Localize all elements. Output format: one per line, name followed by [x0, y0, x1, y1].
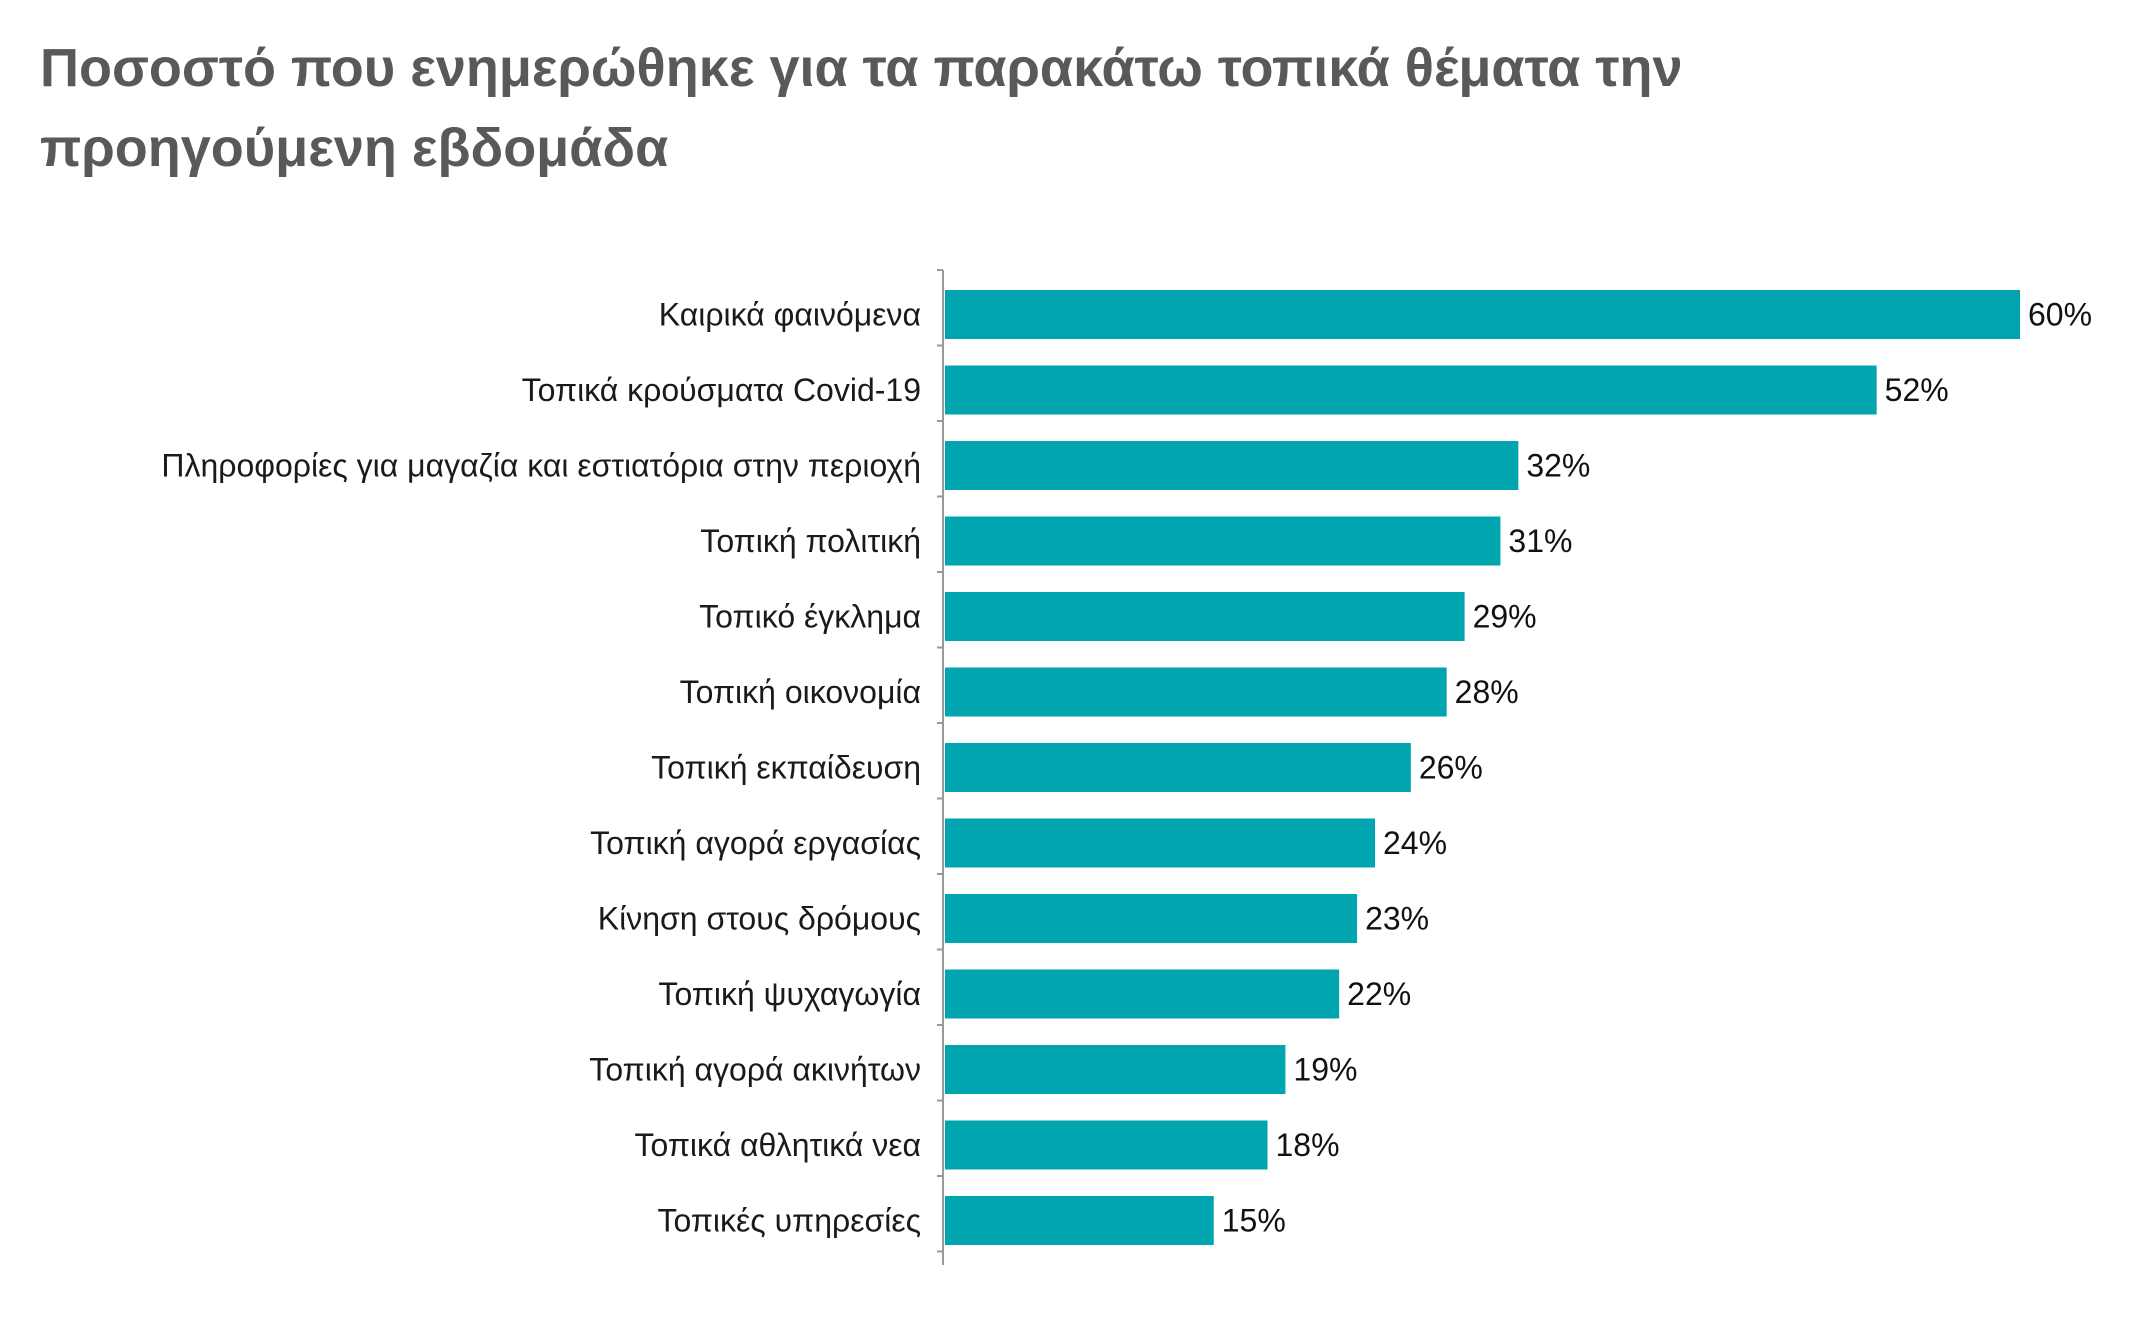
bar-12	[945, 1120, 1268, 1170]
value-label: 24%	[1383, 825, 1447, 861]
value-label: 26%	[1419, 750, 1483, 786]
value-labels-group: 60% 52% 32% 31% 29% 28% 26% 24% 23% 22% 19% 18% 15%	[1222, 297, 2092, 1239]
value-label: 60%	[2028, 297, 2092, 333]
bars-group	[945, 290, 2020, 1245]
bar-11	[945, 1045, 1286, 1094]
value-label: 19%	[1293, 1052, 1357, 1088]
category-label: Τοπικά αθλητικά νεα	[634, 1127, 921, 1163]
bar-7	[945, 743, 1411, 792]
category-label: Κίνηση στους δρόμους	[598, 901, 921, 937]
chart-title: Ποσοστό που ενημερώθηκε για τα παρακάτω …	[40, 38, 1683, 178]
value-label: 29%	[1473, 599, 1537, 635]
category-labels-group: Καιρικά φαινόμενα Τοπικά κρούσματα Covid-…	[161, 297, 921, 1239]
bar-1	[945, 290, 2020, 339]
bar-2	[945, 365, 1877, 415]
value-label: 32%	[1526, 448, 1590, 484]
category-label: Τοπική ψυχαγωγία	[658, 976, 921, 1012]
category-label: Τοπικές υπηρεσίες	[657, 1203, 921, 1239]
category-label: Τοπική αγορά εργασίας	[590, 825, 921, 861]
value-label: 23%	[1365, 901, 1429, 937]
category-label: Τοπικό έγκλημα	[699, 599, 921, 635]
y-axis-group	[937, 269, 944, 1265]
bar-10	[945, 969, 1340, 1019]
bar-9	[945, 894, 1358, 943]
bar-13	[945, 1196, 1214, 1245]
value-label: 15%	[1222, 1203, 1286, 1239]
category-label: Τοπικά κρούσματα Covid-19	[522, 372, 921, 408]
bar-8	[945, 818, 1375, 868]
bar-5	[945, 592, 1465, 641]
value-label: 31%	[1508, 523, 1572, 559]
value-label: 52%	[1885, 372, 1949, 408]
category-label: Τοπική πολιτική	[700, 523, 921, 559]
bar-3	[945, 441, 1519, 490]
value-label: 28%	[1455, 674, 1519, 710]
category-label: Τοπική αγορά ακινήτων	[589, 1052, 921, 1088]
category-label: Τοπική εκπαίδευση	[651, 750, 921, 786]
bar-4	[945, 516, 1501, 566]
category-label: Καιρικά φαινόμενα	[659, 297, 921, 333]
category-label: Τοπική οικονομία	[680, 674, 921, 710]
value-label: 22%	[1347, 976, 1411, 1012]
value-label: 18%	[1276, 1127, 1340, 1163]
bar-6	[945, 667, 1447, 717]
category-label: Πληροφορίες για μαγαζία και εστιατόρια σ…	[161, 448, 921, 484]
